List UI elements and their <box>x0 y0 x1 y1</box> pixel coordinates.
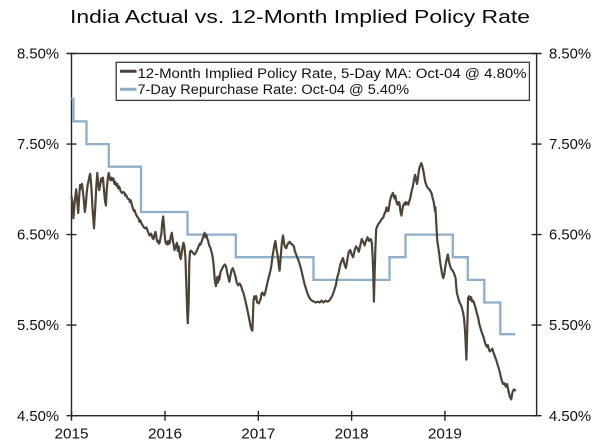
svg-text:2019: 2019 <box>428 426 462 443</box>
svg-text:2018: 2018 <box>335 426 369 443</box>
svg-text:7.50%: 7.50% <box>549 136 591 153</box>
svg-text:6.50%: 6.50% <box>549 227 591 244</box>
svg-text:4.50%: 4.50% <box>17 408 59 425</box>
svg-text:2015: 2015 <box>55 426 89 443</box>
svg-text:2017: 2017 <box>241 426 275 443</box>
svg-text:5.50%: 5.50% <box>549 317 591 334</box>
svg-text:12-Month Implied Policy Rate,: 12-Month Implied Policy Rate, 5-Day MA: … <box>138 66 527 82</box>
svg-text:2016: 2016 <box>148 426 182 443</box>
svg-text:5.50%: 5.50% <box>17 317 59 334</box>
svg-text:6.50%: 6.50% <box>17 227 59 244</box>
svg-text:8.50%: 8.50% <box>17 46 59 63</box>
svg-text:7.50%: 7.50% <box>17 136 59 153</box>
svg-text:7-Day Repurchase Rate: Oct-04: 7-Day Repurchase Rate: Oct-04 @ 5.40% <box>138 82 410 98</box>
svg-text:4.50%: 4.50% <box>549 408 591 425</box>
svg-text:8.50%: 8.50% <box>549 46 591 63</box>
svg-text:India Actual vs. 12-Month Impl: India Actual vs. 12-Month Implied Policy… <box>70 6 530 27</box>
